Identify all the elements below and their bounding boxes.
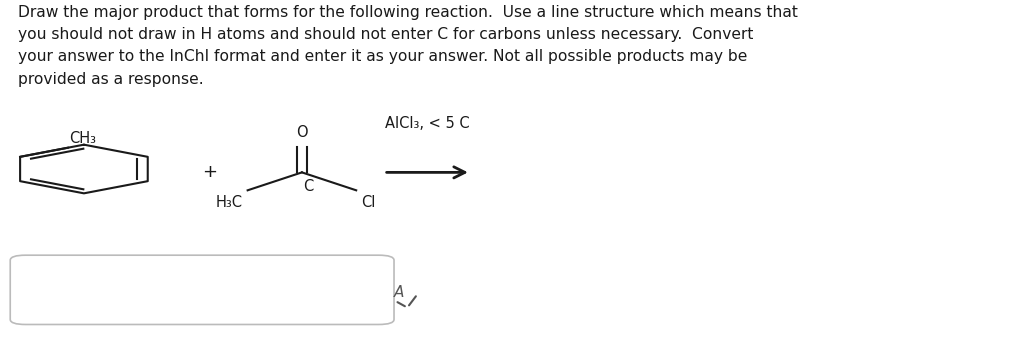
Text: Draw the major product that forms for the following reaction.  Use a line struct: Draw the major product that forms for th… — [18, 5, 799, 87]
FancyBboxPatch shape — [10, 255, 394, 324]
Text: H₃C: H₃C — [215, 195, 243, 210]
Text: O: O — [296, 125, 308, 140]
Text: AlCl₃, < 5 C: AlCl₃, < 5 C — [385, 116, 470, 131]
Text: Cl: Cl — [361, 195, 376, 210]
Text: A: A — [394, 285, 404, 300]
Text: C: C — [303, 179, 313, 194]
Text: +: + — [203, 163, 217, 182]
Text: CH₃: CH₃ — [69, 131, 96, 146]
